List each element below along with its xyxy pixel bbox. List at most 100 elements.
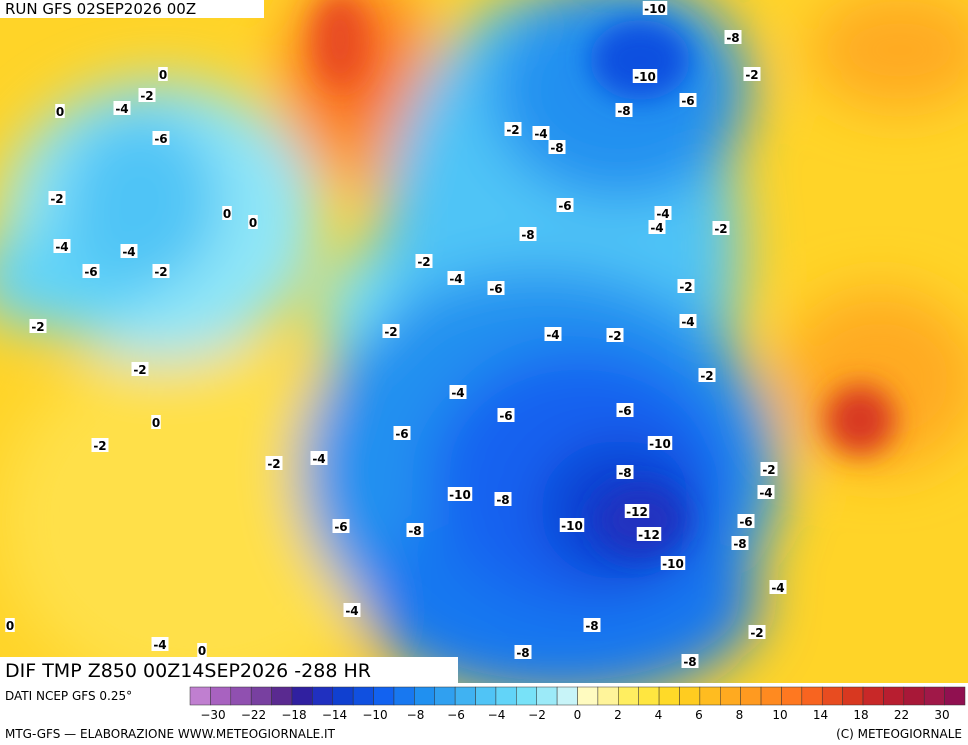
contour-label-box xyxy=(222,206,232,220)
contour-label-box xyxy=(158,67,168,81)
colorbar-label: 6 xyxy=(695,708,703,722)
field-label: DIF TMP Z850 00Z14SEP2026 -288 HR xyxy=(5,660,371,682)
contour-label: -2 xyxy=(384,325,397,339)
contour-label: -2 xyxy=(93,439,106,453)
contour-label: -4 xyxy=(759,486,772,500)
contour-label: -2 xyxy=(679,280,692,294)
contour-label: -8 xyxy=(618,466,631,480)
contour-label: -8 xyxy=(733,537,746,551)
contour-label: -4 xyxy=(650,221,663,235)
contour-label-box xyxy=(559,518,585,532)
contour-label: -4 xyxy=(55,240,68,254)
colorbar-label: 10 xyxy=(772,708,787,722)
color-swatch xyxy=(597,686,619,706)
contour-label: 0 xyxy=(223,207,231,221)
contour-label-box xyxy=(583,618,601,632)
contour-label-box xyxy=(197,643,207,657)
contour-label-box xyxy=(712,221,730,235)
contour-label: -6 xyxy=(618,404,631,418)
contour-label: -4 xyxy=(656,207,669,221)
contour-label: -2 xyxy=(154,265,167,279)
contour-label: -2 xyxy=(31,320,44,334)
contour-label: -2 xyxy=(714,222,727,236)
colorbar-label: −2 xyxy=(528,708,546,722)
field-box xyxy=(0,657,458,683)
contour-label-box xyxy=(449,385,467,399)
color-swatch xyxy=(230,686,252,706)
contour-label: -6 xyxy=(739,515,752,529)
contour-label: -10 xyxy=(449,488,471,502)
contour-label-box xyxy=(548,140,566,154)
color-swatch xyxy=(577,686,599,706)
contour-label-box xyxy=(248,215,258,229)
contour-label-box xyxy=(677,279,695,293)
contour-labels: -10-8-10 -2-6-80-2-40-6-2 -4-8-6-4-4 -2-8-2… xyxy=(5,1,787,669)
contour-label-box xyxy=(265,456,283,470)
contour-label: -2 xyxy=(750,626,763,640)
contour-label: -4 xyxy=(771,581,784,595)
contour-label: -4 xyxy=(345,604,358,618)
credit-label: MTG-GFS — ELABORAZIONE WWW.METEOGIORNALE… xyxy=(5,727,336,741)
contour-label-box xyxy=(615,103,633,117)
contour-label: -2 xyxy=(700,369,713,383)
colorbar-label: −10 xyxy=(362,708,387,722)
contour-label: -2 xyxy=(762,463,775,477)
contour-label: 0 xyxy=(152,416,160,430)
contour-label-box xyxy=(91,438,109,452)
contour-label-box xyxy=(447,487,473,501)
contour-label-box xyxy=(769,580,787,594)
contour-label: -10 xyxy=(561,519,583,533)
color-swatch xyxy=(393,686,415,706)
contour-label-box xyxy=(151,637,169,651)
color-swatch xyxy=(720,686,741,706)
contour-label-box xyxy=(82,264,100,278)
contour-label: 0 xyxy=(6,619,14,633)
color-swatch xyxy=(679,686,701,706)
contour-label-box xyxy=(647,436,673,450)
contour-label-box xyxy=(487,281,505,295)
contour-label: -4 xyxy=(451,386,464,400)
contour-label-box xyxy=(5,618,15,632)
contour-label-box xyxy=(757,485,775,499)
contour-label: -2 xyxy=(506,123,519,137)
color-swatch xyxy=(781,686,803,706)
contour-label-box xyxy=(544,327,562,341)
contour-label: -10 xyxy=(662,557,684,571)
color-swatch xyxy=(189,686,211,706)
color-swatch xyxy=(903,686,925,706)
color-swatch xyxy=(516,686,537,706)
contour-label-box xyxy=(504,122,522,136)
colorbar-label: 2 xyxy=(614,708,622,722)
contour-label-box xyxy=(53,239,71,253)
contour-label-box xyxy=(55,104,65,118)
contour-label-box xyxy=(393,426,411,440)
colorbar-label: −14 xyxy=(322,708,347,722)
color-swatch xyxy=(638,686,660,706)
contour-label-box xyxy=(120,244,138,258)
contour-label-box xyxy=(113,101,131,115)
contour-label-box xyxy=(497,408,515,422)
contour-label-box xyxy=(737,514,755,528)
colorbar-label: 0 xyxy=(574,708,582,722)
contour-label-box xyxy=(29,319,47,333)
contour-label-box xyxy=(447,271,465,285)
contour-label: -12 xyxy=(626,505,648,519)
color-swatch xyxy=(312,686,334,706)
contour-label-box xyxy=(48,191,66,205)
copyright-label: (C) METEOGIORNALE xyxy=(836,727,962,741)
color-swatch xyxy=(332,686,354,706)
source-label: DATI NCEP GFS 0.25° xyxy=(5,689,132,703)
contour-label-box xyxy=(616,403,634,417)
color-swatch xyxy=(373,686,395,706)
color-swatch xyxy=(454,686,476,706)
contour-label-box xyxy=(660,556,686,570)
contour-label-box xyxy=(679,314,697,328)
contour-label-box xyxy=(632,69,658,83)
color-swatch xyxy=(271,686,293,706)
color-swatch xyxy=(862,686,884,706)
contour-label-box xyxy=(514,645,532,659)
colorbar-label: −22 xyxy=(241,708,266,722)
colorbar-label: 4 xyxy=(655,708,663,722)
contour-label: -8 xyxy=(726,31,739,45)
colorbar-label: −30 xyxy=(200,708,225,722)
